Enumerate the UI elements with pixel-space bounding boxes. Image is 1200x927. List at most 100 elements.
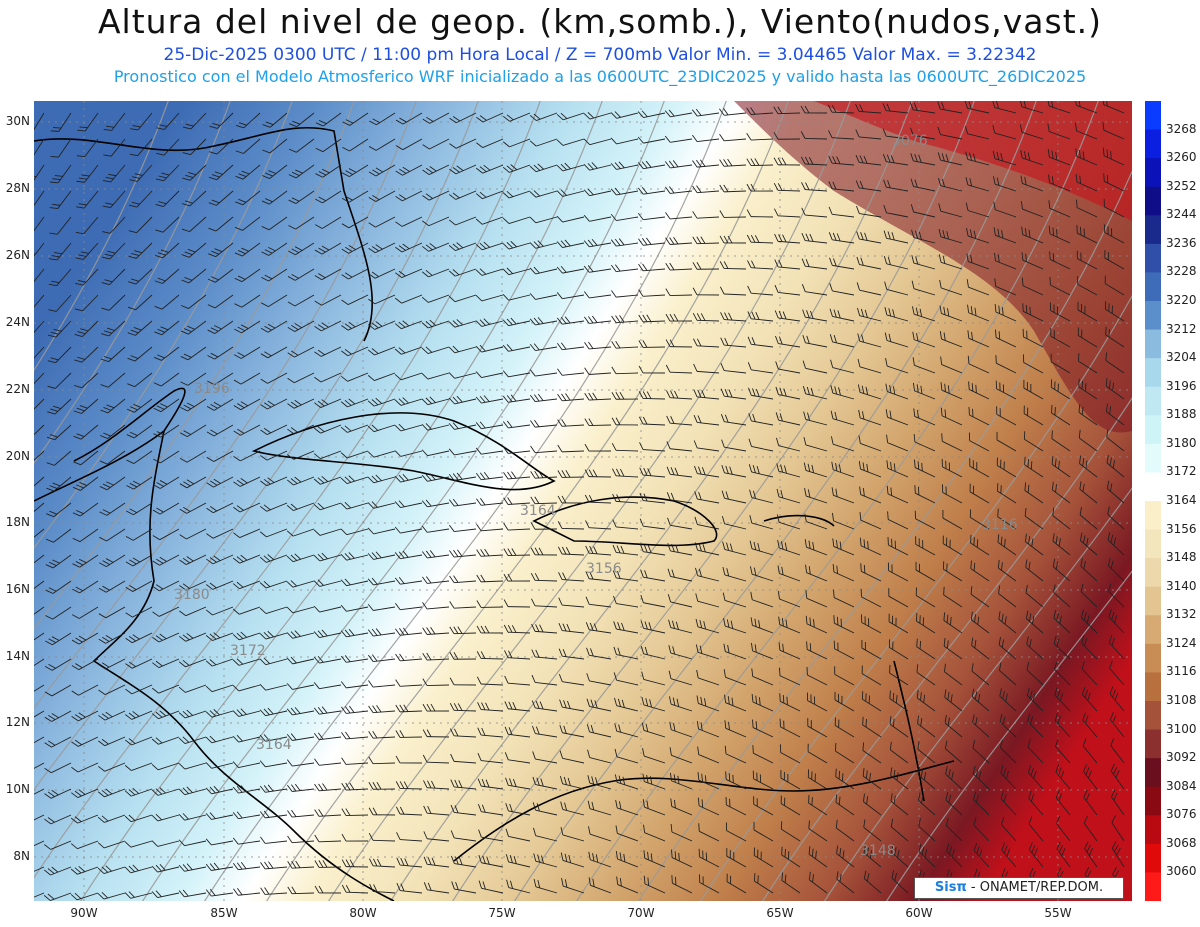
wind-barb <box>886 434 909 452</box>
wind-barb <box>587 749 612 764</box>
contour-lines <box>34 101 1132 901</box>
wind-barb <box>151 840 180 847</box>
wind-barb <box>667 594 693 608</box>
wind-barb <box>313 450 342 460</box>
wind-barb <box>971 637 990 660</box>
wind-barb <box>1049 302 1071 322</box>
wind-barb <box>287 346 315 358</box>
wind-barb <box>1109 712 1125 738</box>
contour-line <box>142 101 665 901</box>
wind-barb <box>612 493 639 504</box>
wind-barb <box>1050 353 1071 374</box>
wind-barb <box>125 528 153 541</box>
wind-barb <box>314 758 342 766</box>
wind-barb <box>863 844 882 868</box>
wind-barb <box>722 592 747 608</box>
wind-barb <box>668 645 693 660</box>
wind-barb <box>726 848 747 868</box>
wind-barb <box>1021 226 1044 244</box>
wind-barb <box>287 809 315 818</box>
wind-barb <box>995 355 1017 374</box>
wind-barb <box>883 255 909 270</box>
wind-barb <box>97 814 126 823</box>
wind-barb <box>205 762 234 769</box>
wind-barb <box>642 773 666 790</box>
wind-barb <box>128 268 153 285</box>
wind-barb <box>1102 122 1125 140</box>
wind-barb <box>475 190 504 200</box>
wind-barb <box>44 814 72 825</box>
wind-barb <box>72 580 99 594</box>
wind-barb <box>746 183 774 192</box>
wind-barb <box>942 561 963 582</box>
wind-barb <box>1074 101 1098 114</box>
wind-barb <box>233 888 261 896</box>
wind-barb <box>883 179 909 192</box>
wind-barb <box>34 684 45 697</box>
wind-barb <box>722 566 747 582</box>
wind-barb <box>912 357 936 374</box>
contour-line <box>390 101 913 901</box>
contour-labels: 3076 3196 3164 3156 3172 3164 3180 3148 3116 <box>174 133 1018 859</box>
wind-barb <box>558 572 585 582</box>
wind-barb <box>232 708 261 717</box>
wind-barb <box>476 548 504 557</box>
wind-barb <box>341 242 369 254</box>
wind-barb <box>967 304 990 322</box>
wind-barb <box>883 204 909 218</box>
wind-barb <box>102 164 126 183</box>
wind-barb <box>502 267 531 276</box>
wind-barb <box>288 216 315 230</box>
wind-barb <box>586 673 612 686</box>
wind-barb <box>181 294 207 309</box>
wind-barb <box>722 541 747 556</box>
wind-barb <box>970 611 990 634</box>
wind-barb <box>1083 789 1098 816</box>
wind-barb <box>557 393 585 402</box>
colorbar-label: 3180 <box>1166 435 1197 450</box>
wind-barb <box>367 527 396 535</box>
wind-barb <box>182 190 207 207</box>
lon-label: 55W <box>1044 906 1072 920</box>
wind-barb <box>232 606 261 615</box>
wind-barb <box>503 497 531 505</box>
wind-barb <box>395 190 423 202</box>
wind-barb <box>155 216 180 233</box>
wind-barb <box>774 233 801 244</box>
wind-barb <box>395 627 423 636</box>
wind-barb <box>1022 303 1044 322</box>
wind-barb <box>691 108 720 117</box>
contour-label: 3076 <box>892 133 928 149</box>
wind-barb <box>1111 815 1125 842</box>
wind-barb <box>342 112 369 126</box>
wind-barb <box>342 164 369 178</box>
colorbar-label: 3140 <box>1166 578 1197 593</box>
wind-barb <box>97 840 126 849</box>
wind-barb <box>992 101 1017 114</box>
lon-label: 85W <box>210 906 238 920</box>
wind-barb <box>100 424 126 439</box>
wind-barb <box>259 606 288 614</box>
lon-label: 60W <box>905 906 933 920</box>
wind-barb <box>448 268 477 277</box>
wind-barb <box>502 420 531 429</box>
wind-barb <box>1022 328 1044 348</box>
wind-barb <box>233 476 261 487</box>
contour-line <box>266 101 789 901</box>
wind-barb <box>1080 583 1098 608</box>
wind-barb <box>259 528 288 538</box>
wind-barb <box>803 437 828 452</box>
wind-barb <box>341 294 369 305</box>
wind-barb <box>615 799 639 816</box>
wind-barb <box>153 372 180 387</box>
wind-barb <box>286 656 315 665</box>
wind-barb <box>862 768 882 790</box>
wind-barb <box>70 840 99 850</box>
wind-barb <box>45 632 72 646</box>
wind-barb <box>859 537 882 556</box>
wind-barb <box>833 589 855 608</box>
wind-barb <box>639 518 666 530</box>
wind-barb <box>1083 815 1098 842</box>
wind-barb <box>862 742 882 764</box>
wind-barb <box>693 414 720 426</box>
